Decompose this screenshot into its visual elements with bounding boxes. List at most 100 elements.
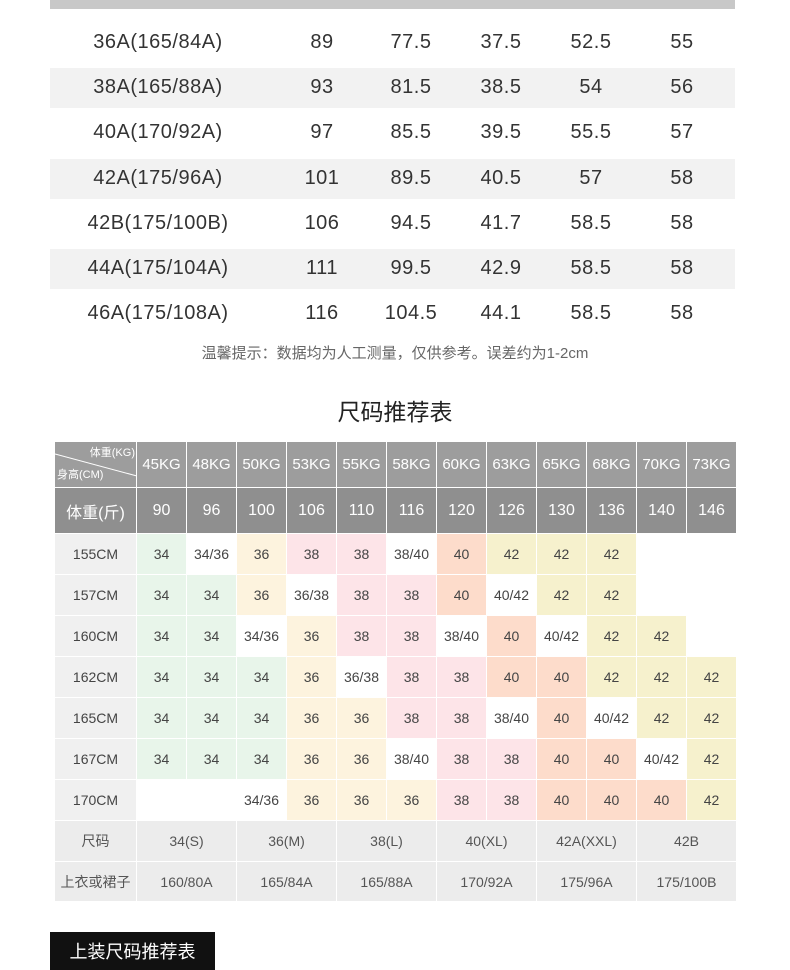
row-band	[50, 68, 735, 109]
jin-header: 96	[187, 488, 237, 534]
size-cell: 38/40	[437, 616, 487, 657]
size-cell: 34	[187, 698, 237, 739]
size-cell: 93	[310, 76, 334, 99]
height-label: 160CM	[55, 616, 137, 657]
size-cell: 36	[287, 616, 337, 657]
size-cell: 40/42	[637, 739, 687, 780]
size-range: 42A(XXL)	[537, 821, 637, 862]
size-cell: 38.5	[480, 76, 522, 99]
size-cell: 38	[387, 657, 437, 698]
size-label: 尺码	[55, 821, 137, 862]
top-size: 175/96A	[537, 862, 637, 902]
size-range: 36(M)	[237, 821, 337, 862]
top-size: 175/100B	[637, 862, 737, 902]
size-cell: 38	[387, 698, 437, 739]
jin-header: 110	[337, 488, 387, 534]
jin-header: 130	[537, 488, 587, 534]
size-cell: 89.5	[390, 166, 432, 189]
size-cell: 56	[670, 76, 694, 99]
top-size: 165/88A	[337, 862, 437, 902]
size-cell: 37.5	[480, 31, 522, 53]
kg-header: 70KG	[637, 442, 687, 488]
height-label: 170CM	[55, 780, 137, 821]
top-label: 上衣或裙子	[55, 862, 137, 902]
size-cell: 42	[687, 780, 737, 821]
size-cell: 57	[579, 166, 603, 189]
size-cell: 40/42	[487, 575, 537, 616]
size-cell: 104.5	[384, 302, 438, 325]
size-cell: 101	[304, 166, 340, 189]
size-cell: 36	[287, 780, 337, 821]
corner-cell	[55, 442, 137, 488]
top-bar	[50, 0, 735, 9]
size-cell	[687, 575, 737, 616]
size-cell: 116	[305, 302, 339, 325]
kg-header: 65KG	[537, 442, 587, 488]
jin-header: 106	[287, 488, 337, 534]
size-cell: 42	[537, 534, 587, 575]
size-cell: 55	[670, 31, 694, 53]
size-cell: 42	[637, 657, 687, 698]
height-label: 162CM	[55, 657, 137, 698]
note: 温馨提示：数据均为人工测量，仅供参考。误差约为1-2cm	[201, 344, 589, 362]
kg-header: 63KG	[487, 442, 537, 488]
size-cell: 40/42	[587, 698, 637, 739]
size-cell: 58.5	[570, 211, 612, 234]
jin-header: 136	[587, 488, 637, 534]
size-cell: 40	[587, 780, 637, 821]
size-cell: 36	[337, 739, 387, 780]
size-cell: 39.5	[480, 121, 522, 144]
size-cell: 52.5	[570, 31, 612, 53]
size-cell: 34	[187, 657, 237, 698]
size-cell: 40	[437, 575, 487, 616]
row-band	[50, 249, 735, 289]
size-cell: 97	[310, 121, 334, 144]
size-cell: 77.5	[390, 31, 432, 53]
kg-header: 73KG	[687, 442, 737, 488]
size-range: 42B	[637, 821, 737, 862]
size-cell: 85.5	[390, 121, 432, 144]
size-cell: 40/42	[537, 616, 587, 657]
size-cell: 36	[287, 657, 337, 698]
size-cell: 42A(175/96A)	[93, 166, 223, 189]
size-cell: 34	[187, 575, 237, 616]
jin-header: 116	[387, 488, 437, 534]
size-cell: 111	[306, 257, 338, 279]
height-label: 165CM	[55, 698, 137, 739]
size-cell: 34	[237, 698, 287, 739]
kg-header: 68KG	[587, 442, 637, 488]
size-cell: 36	[337, 780, 387, 821]
size-cell: 99.5	[390, 257, 432, 279]
size-cell: 34	[237, 657, 287, 698]
size-cell: 34	[187, 616, 237, 657]
size-cell: 58.5	[570, 302, 612, 325]
size-cell: 44.1	[480, 302, 522, 325]
size-cell: 40.5	[480, 166, 522, 189]
jin-header: 100	[237, 488, 287, 534]
size-cell: 38	[487, 739, 537, 780]
size-cell: 36	[337, 698, 387, 739]
jin-header: 120	[437, 488, 487, 534]
top-size: 170/92A	[437, 862, 537, 902]
size-cell: 106	[304, 211, 340, 234]
size-cell: 42	[587, 534, 637, 575]
kg-header: 48KG	[187, 442, 237, 488]
size-cell: 36/38	[337, 657, 387, 698]
jin-header: 126	[487, 488, 537, 534]
size-cell: 42	[587, 616, 637, 657]
size-cell: 42	[487, 534, 537, 575]
jin-header: 140	[637, 488, 687, 534]
size-cell: 42	[537, 575, 587, 616]
size-cell: 42.9	[480, 257, 522, 279]
size-cell: 44A(175/104A)	[87, 257, 229, 279]
size-cell: 38	[337, 575, 387, 616]
size-cell: 34/36	[237, 780, 287, 821]
jin-header: 90	[137, 488, 187, 534]
top-size: 165/84A	[237, 862, 337, 902]
size-cell: 42	[687, 698, 737, 739]
size-cell: 58	[670, 302, 694, 325]
size-cell: 38	[337, 616, 387, 657]
size-cell: 38	[387, 616, 437, 657]
size-cell: 38/40	[387, 739, 437, 780]
kg-header: 45KG	[137, 442, 187, 488]
